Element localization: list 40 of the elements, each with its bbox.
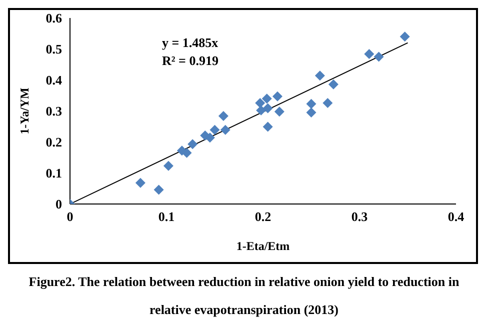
point (306, 108, 316, 118)
point (135, 178, 146, 188)
point (256, 105, 266, 116)
point (262, 94, 272, 104)
point (163, 160, 174, 171)
point (220, 124, 230, 135)
point (400, 32, 410, 42)
y-tick-label: 0 (56, 196, 62, 212)
annotation: y = 1.485x (162, 35, 219, 50)
x-tick-label: 0.3 (351, 209, 368, 224)
text: Figure2. The relation between reduction in relative onion yield to reduction in relative evapotranspiration (2013) (28, 273, 460, 319)
point (262, 122, 273, 132)
point (314, 70, 325, 81)
point (262, 103, 273, 114)
y-tick-label: 0.4 (46, 72, 62, 88)
x-axis-title: 1-Eta/Etm (236, 239, 290, 253)
x-tick-label: 0.2 (254, 209, 272, 224)
point (322, 98, 333, 108)
point (210, 124, 220, 135)
y-tick-label: 0.6 (46, 10, 62, 26)
point (255, 98, 266, 108)
point (154, 184, 164, 195)
point (218, 110, 228, 121)
point (188, 139, 198, 150)
y-tick-label: 0.3 (46, 104, 62, 119)
x-tick-label: 0.4 (448, 209, 465, 224)
point (274, 106, 284, 117)
point (374, 52, 384, 62)
point (328, 79, 338, 90)
point (182, 148, 192, 158)
x-tick-label: 0 (66, 209, 74, 224)
y-tick-label: 0.5 (46, 42, 62, 57)
y-tick-label: 0.1 (46, 166, 62, 181)
y-tick-label: 0.2 (46, 134, 62, 150)
point (306, 98, 316, 109)
x-tick-label: 0.1 (158, 209, 175, 224)
y-axis-title: 1-Ya/YM (17, 88, 32, 134)
point (364, 48, 374, 59)
annotation: R² = 0.919 (162, 53, 219, 68)
point (272, 91, 282, 102)
